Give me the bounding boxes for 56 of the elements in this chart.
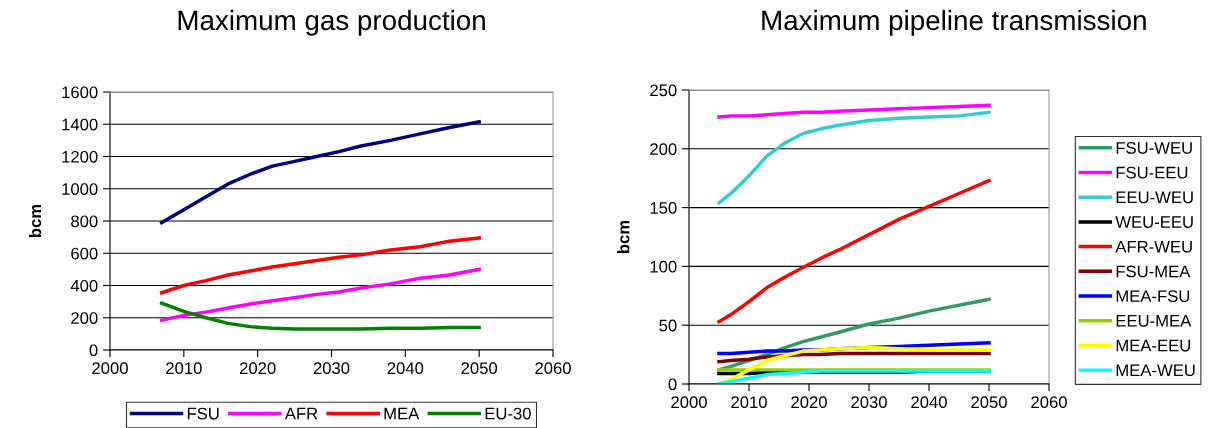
line-series [717,103,991,119]
x-tick-label: 2060 [535,362,571,375]
chart-title: Maximum gas production [178,9,485,36]
y-tick-label: 50 [659,319,677,332]
legend-label: WEU-EEU [1115,216,1193,228]
x-tick-label: 2000 [671,396,707,409]
legend-label: MEA-FSU [1116,290,1190,303]
line-series [717,110,991,205]
x-tick-label: 2050 [461,362,498,375]
y-tick-label: 1000 [62,183,98,195]
x-tick-label: 2030 [851,396,887,409]
y-tick-label: 150 [650,202,677,214]
chart-title: Maximum pipeline transmission [762,9,1146,36]
y-tick-label: 1600 [62,86,98,99]
x-tick-label: 2020 [791,396,827,409]
y-tick-label: 0 [668,378,677,391]
y-tick-label: 100 [650,260,677,273]
y-tick-label: 1400 [62,118,98,131]
legend-label: EEU-MEA [1116,315,1192,327]
x-tick-label: 2060 [1031,396,1067,409]
line-series [717,178,991,324]
y-tick-label: 600 [71,247,98,260]
y-tick-label: 0 [89,344,98,357]
y-tick-label: 200 [71,312,98,324]
legend-label: FSU-EEU [1116,166,1188,179]
legend-label: MEA-WEU [1116,364,1195,377]
y-tick-label: 200 [650,143,677,155]
legend-label: FSU [187,407,219,420]
x-tick-label: 2020 [239,362,276,375]
y-tick-label: 1200 [62,150,98,163]
line-series [717,369,991,384]
line-series [717,351,991,364]
y-axis-title: bcm [28,204,42,238]
y-axis-title: bcm [617,220,630,254]
x-tick-label: 2010 [166,362,202,375]
legend-label: FSU-WEU [1116,141,1192,154]
x-tick-label: 2010 [731,396,767,409]
legend-label: AFR-WEU [1115,240,1192,253]
x-tick-label: 2030 [313,362,350,375]
y-tick-label: 250 [650,84,677,97]
x-tick-label: 2050 [971,396,1007,409]
x-tick-label: 2040 [911,396,947,409]
legend-label: MEA-EEU [1116,339,1190,352]
line-series [159,236,481,295]
line-series [159,120,481,225]
y-tick-label: 400 [70,279,98,292]
legend-label: AFR [284,407,318,420]
x-tick-label: 2000 [92,362,128,375]
legend-label: EU-30 [485,407,531,420]
legend-label: MEA [384,407,420,420]
legend-label: FSU-MEA [1116,265,1191,278]
y-tick-label: 800 [71,215,98,228]
legend-label: EEU-WEU [1116,191,1193,204]
line-series [159,267,481,322]
x-tick-label: 2040 [387,362,424,375]
line-series [159,301,481,331]
